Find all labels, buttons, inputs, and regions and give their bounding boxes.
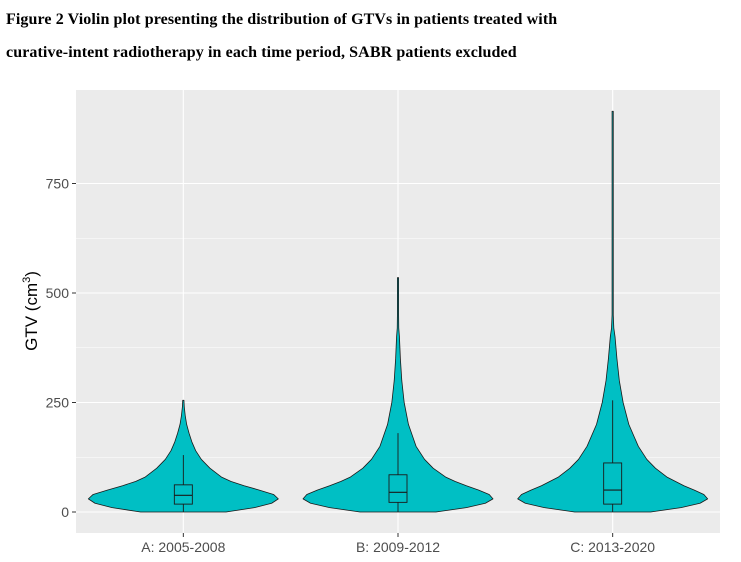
box-iqr: [173, 484, 193, 505]
box-iqr: [388, 474, 408, 503]
y-axis-label: GTV (cm3): [21, 271, 41, 351]
figure-caption-line-2: curative-intent radiotherapy in each tim…: [6, 44, 517, 61]
y-axis-label-suffix: ): [22, 271, 41, 277]
y-tick-label: 250: [46, 395, 70, 411]
figure-caption-line-1: Figure 2 Violin plot presenting the dist…: [6, 11, 558, 28]
y-axis-label-superscript: 3: [21, 277, 33, 283]
figure-caption: Figure 2 Violin plot presenting the dist…: [6, 3, 736, 69]
violins: [87, 110, 709, 513]
y-tick-label: 750: [46, 176, 70, 192]
violin-shape: [302, 277, 494, 513]
y-axis-label-main: GTV (cm: [22, 283, 41, 351]
x-tick-label: A: 2005-2008: [141, 539, 225, 555]
box-iqr: [603, 462, 623, 505]
x-tick-label: B: 2009-2012: [356, 539, 440, 555]
y-axis-ticks: 0 250 500 750: [46, 176, 76, 520]
y-tick-label: 500: [46, 285, 70, 301]
violin-shape: [517, 110, 709, 513]
x-axis-ticks: A: 2005-2008 B: 2009-2012 C: 2013-2020: [141, 533, 655, 555]
y-tick-label: 0: [61, 504, 69, 520]
x-tick-label: C: 2013-2020: [570, 539, 655, 555]
